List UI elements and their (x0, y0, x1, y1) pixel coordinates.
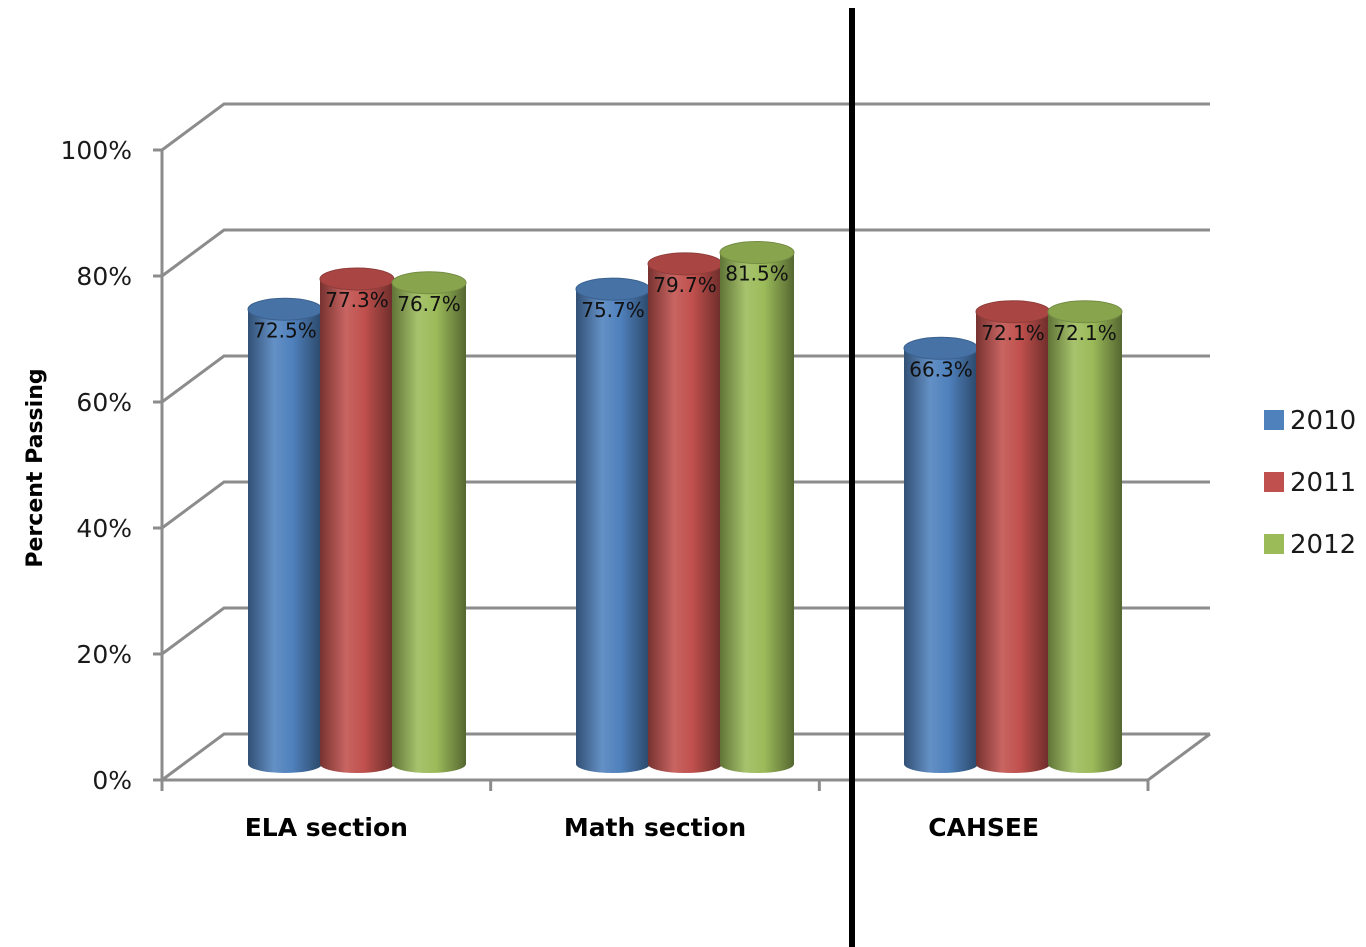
bar (319, 267, 395, 773)
data-label: 72.1% (981, 321, 1045, 345)
x-tick-label: Math section (564, 813, 746, 842)
y-axis-label: Percent Passing (23, 368, 48, 567)
bar-body (648, 263, 722, 773)
legend-label: 2011 (1290, 468, 1356, 498)
data-label: 79.7% (653, 273, 717, 297)
data-label: 75.7% (581, 298, 645, 322)
bars (247, 241, 1123, 774)
bar (647, 252, 723, 773)
gridlines (161, 102, 1211, 782)
bar-top (719, 241, 795, 265)
gridline (161, 606, 1210, 656)
legend: 2010 2011 2012 (1264, 406, 1356, 560)
data-label: 77.3% (325, 288, 389, 312)
bar (975, 300, 1051, 773)
bar-top (975, 300, 1051, 324)
bar-top (575, 277, 651, 301)
y-tick-label: 40% (76, 514, 132, 543)
bar-body (1048, 311, 1122, 773)
bar-body (392, 282, 466, 773)
bar-top (319, 267, 395, 291)
bar (247, 297, 323, 773)
x-tick-label: CAHSEE (928, 813, 1039, 842)
bar-body (720, 252, 794, 774)
x-tick-label: ELA section (245, 813, 408, 842)
gridline (161, 228, 1210, 278)
gridline (161, 732, 1210, 782)
bar (391, 271, 467, 773)
gridline (161, 354, 1210, 404)
bar (903, 336, 979, 773)
gridline (161, 480, 1210, 530)
bar-top (647, 252, 723, 276)
y-tick-label: 100% (61, 136, 132, 165)
legend-label: 2012 (1290, 530, 1356, 560)
legend-label: 2010 (1290, 406, 1356, 436)
data-label: 72.5% (253, 318, 317, 342)
data-labels: 72.5% 77.3% 76.7% 75.7% 79.7% 81.5% 66.3% 72.1%… (253, 262, 1117, 382)
floor-edge (1147, 732, 1211, 782)
gridline (161, 102, 1210, 152)
y-tick-label: 80% (76, 262, 132, 291)
data-label: 81.5% (725, 262, 789, 286)
bar-top (903, 336, 979, 360)
data-label: 72.1% (1053, 321, 1117, 345)
legend-swatch (1264, 472, 1284, 492)
bar (719, 241, 795, 774)
data-label: 66.3% (909, 357, 973, 381)
bar (1047, 300, 1123, 773)
bar-body (320, 279, 394, 773)
y-tick-label: 60% (76, 388, 132, 417)
bar-top (1047, 300, 1123, 324)
data-label: 76.7% (397, 292, 461, 316)
y-tick-label: 0% (92, 766, 132, 795)
legend-swatch (1264, 534, 1284, 554)
y-tick-label: 20% (76, 640, 132, 669)
bar-top (247, 297, 323, 321)
bar-body (576, 289, 650, 773)
bar-top (391, 271, 467, 295)
bar-body (976, 311, 1050, 773)
axes: 0% 20% 40% 60% 80% 100% ELA section Math sectio… (61, 136, 1150, 842)
legend-swatch (1264, 410, 1284, 430)
bar-body (904, 348, 978, 773)
bar (575, 277, 651, 773)
bar-body (248, 309, 322, 773)
